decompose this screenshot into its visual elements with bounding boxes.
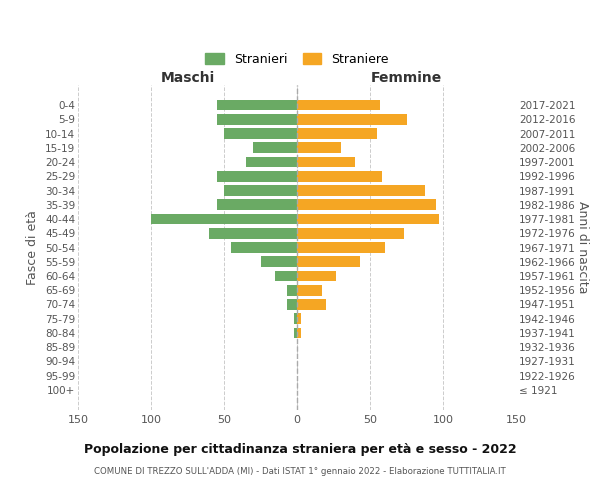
Text: COMUNE DI TREZZO SULL'ADDA (MI) - Dati ISTAT 1° gennaio 2022 - Elaborazione TUTT: COMUNE DI TREZZO SULL'ADDA (MI) - Dati I…	[94, 468, 506, 476]
Bar	[224, 185, 297, 196]
Bar	[217, 171, 297, 181]
Bar	[224, 128, 297, 139]
Text: Maschi: Maschi	[160, 71, 215, 85]
Bar	[297, 285, 322, 296]
Bar	[209, 228, 297, 238]
Bar	[297, 242, 385, 253]
Bar	[287, 285, 297, 296]
Bar	[297, 171, 382, 181]
Bar	[297, 142, 341, 153]
Y-axis label: Anni di nascita: Anni di nascita	[577, 201, 589, 294]
Bar	[217, 100, 297, 110]
Bar	[287, 299, 297, 310]
Bar	[217, 200, 297, 210]
Bar	[297, 214, 439, 224]
Y-axis label: Fasce di età: Fasce di età	[26, 210, 40, 285]
Bar	[297, 185, 425, 196]
Text: Popolazione per cittadinanza straniera per età e sesso - 2022: Popolazione per cittadinanza straniera p…	[83, 442, 517, 456]
Bar	[217, 114, 297, 124]
Bar	[246, 156, 297, 168]
Bar	[294, 314, 297, 324]
Legend: Stranieri, Straniere: Stranieri, Straniere	[202, 49, 392, 70]
Bar	[297, 128, 377, 139]
Bar	[297, 114, 407, 124]
Bar	[294, 328, 297, 338]
Bar	[232, 242, 297, 253]
Bar	[297, 200, 436, 210]
Bar	[151, 214, 297, 224]
Text: Femmine: Femmine	[371, 71, 442, 85]
Bar	[297, 228, 404, 238]
Bar	[297, 100, 380, 110]
Bar	[297, 270, 337, 281]
Bar	[297, 299, 326, 310]
Bar	[260, 256, 297, 267]
Bar	[297, 314, 301, 324]
Bar	[275, 270, 297, 281]
Bar	[253, 142, 297, 153]
Bar	[297, 256, 360, 267]
Bar	[297, 328, 301, 338]
Bar	[297, 156, 355, 168]
